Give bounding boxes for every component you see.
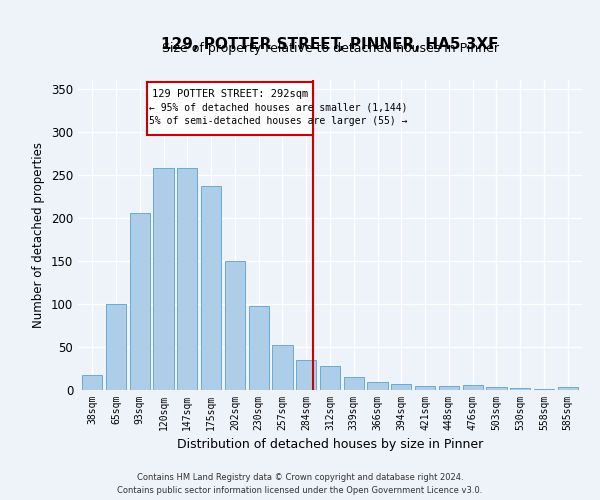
- Bar: [463, 385, 483, 390]
- Bar: [367, 382, 388, 390]
- Bar: [320, 366, 340, 390]
- Bar: [177, 168, 197, 390]
- Bar: [106, 304, 126, 390]
- Bar: [154, 168, 173, 390]
- Bar: [201, 186, 221, 390]
- Title: Size of property relative to detached houses in Pinner: Size of property relative to detached ho…: [161, 42, 499, 55]
- Text: 5% of semi-detached houses are larger (55) →: 5% of semi-detached houses are larger (5…: [149, 116, 408, 126]
- Bar: [272, 345, 293, 390]
- Bar: [439, 386, 459, 390]
- Bar: [344, 377, 364, 390]
- Bar: [225, 261, 245, 390]
- Bar: [130, 214, 150, 390]
- Bar: [391, 384, 412, 390]
- Bar: [534, 389, 554, 390]
- Bar: [487, 386, 506, 390]
- Bar: [248, 306, 269, 390]
- Bar: [415, 386, 435, 390]
- Bar: [510, 388, 530, 390]
- Text: Contains HM Land Registry data © Crown copyright and database right 2024.
Contai: Contains HM Land Registry data © Crown c…: [118, 474, 482, 495]
- Bar: [147, 82, 313, 135]
- Bar: [557, 388, 578, 390]
- Bar: [82, 374, 103, 390]
- Text: 129, POTTER STREET, PINNER, HA5 3XF: 129, POTTER STREET, PINNER, HA5 3XF: [161, 37, 499, 52]
- Bar: [296, 360, 316, 390]
- Y-axis label: Number of detached properties: Number of detached properties: [32, 142, 46, 328]
- Text: 129 POTTER STREET: 292sqm: 129 POTTER STREET: 292sqm: [152, 89, 308, 99]
- X-axis label: Distribution of detached houses by size in Pinner: Distribution of detached houses by size …: [177, 438, 483, 452]
- Text: ← 95% of detached houses are smaller (1,144): ← 95% of detached houses are smaller (1,…: [149, 102, 408, 113]
